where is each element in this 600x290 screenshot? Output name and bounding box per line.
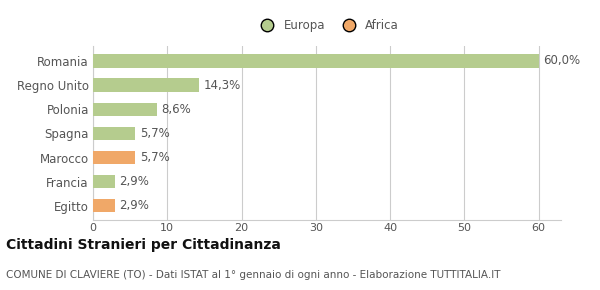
Bar — [93, 199, 115, 213]
Bar — [93, 151, 136, 164]
Text: 2,9%: 2,9% — [119, 199, 149, 212]
Bar — [93, 127, 136, 140]
Text: Cittadini Stranieri per Cittadinanza: Cittadini Stranieri per Cittadinanza — [6, 238, 281, 252]
Legend: Europa, Africa: Europa, Africa — [250, 14, 404, 37]
Bar — [93, 103, 157, 116]
Text: 8,6%: 8,6% — [161, 103, 191, 116]
Bar — [93, 54, 539, 68]
Bar — [93, 175, 115, 188]
Text: 2,9%: 2,9% — [119, 175, 149, 188]
Bar — [93, 79, 199, 92]
Text: 5,7%: 5,7% — [140, 151, 170, 164]
Text: 14,3%: 14,3% — [203, 79, 241, 92]
Text: COMUNE DI CLAVIERE (TO) - Dati ISTAT al 1° gennaio di ogni anno - Elaborazione T: COMUNE DI CLAVIERE (TO) - Dati ISTAT al … — [6, 270, 500, 280]
Text: 60,0%: 60,0% — [543, 55, 580, 68]
Text: 5,7%: 5,7% — [140, 127, 170, 140]
